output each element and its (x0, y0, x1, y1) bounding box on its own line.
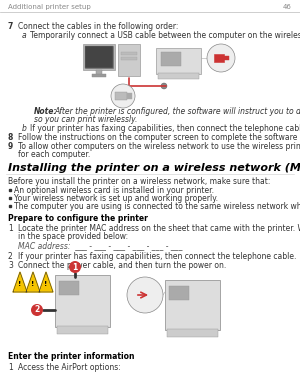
Bar (169, 286, 189, 300)
Text: Before you install the printer on a wireless network, make sure that:: Before you install the printer on a wire… (8, 177, 270, 186)
Polygon shape (39, 272, 53, 292)
Text: To allow other computers on the wireless network to use the wireless printer, fo: To allow other computers on the wireless… (18, 142, 300, 151)
Text: Prepare to configure the printer: Prepare to configure the printer (8, 214, 148, 223)
Text: b: b (22, 124, 27, 133)
Text: 1: 1 (72, 263, 78, 272)
Text: !: ! (32, 281, 34, 287)
Circle shape (127, 277, 163, 313)
Text: 2: 2 (8, 252, 13, 261)
Text: 7: 7 (8, 22, 14, 31)
Bar (55, 275, 110, 327)
Bar (121, 52, 137, 55)
Bar (161, 52, 181, 66)
Bar (92, 74, 106, 77)
Bar (118, 44, 140, 76)
Circle shape (111, 84, 135, 108)
Text: Note:: Note: (34, 107, 57, 116)
Bar (85, 46, 113, 68)
Text: Locate the printer MAC address on the sheet that came with the printer. Write th: Locate the printer MAC address on the sh… (18, 224, 300, 233)
Text: Enter the printer information: Enter the printer information (8, 352, 134, 361)
Text: 8: 8 (8, 133, 14, 142)
Text: !: ! (44, 281, 48, 287)
Text: Connect the power cable, and then turn the power on.: Connect the power cable, and then turn t… (18, 261, 226, 270)
Text: If your printer has faxing capabilities, then connect the telephone cable.: If your printer has faxing capabilities,… (18, 252, 296, 261)
Text: Installing the printer on a wireless network (Macintosh): Installing the printer on a wireless net… (8, 163, 300, 173)
Polygon shape (26, 272, 40, 292)
Polygon shape (13, 272, 27, 292)
Bar (165, 280, 220, 330)
Bar (85, 46, 113, 68)
Bar (224, 56, 229, 60)
Text: 1: 1 (8, 363, 13, 372)
Text: 2: 2 (34, 305, 40, 315)
Text: Your wireless network is set up and working properly.: Your wireless network is set up and work… (14, 194, 218, 203)
Bar (59, 281, 79, 295)
Bar (121, 57, 137, 60)
Text: MAC address:  ___ - ___ - ___ - ___ - ___ - ___: MAC address: ___ - ___ - ___ - ___ - ___… (18, 241, 182, 250)
Text: 9: 9 (8, 142, 13, 151)
Text: Temporarily connect a USB cable between the computer on the wireless network and: Temporarily connect a USB cable between … (30, 31, 300, 40)
Bar (96, 70, 102, 75)
Text: 46: 46 (283, 4, 292, 10)
Text: in the space provided below:: in the space provided below: (18, 232, 128, 241)
Text: for each computer.: for each computer. (18, 150, 90, 159)
Bar (214, 54, 224, 62)
Bar (127, 93, 132, 99)
Text: An optional wireless card is installed in your printer.: An optional wireless card is installed i… (14, 186, 214, 195)
Bar (115, 92, 127, 100)
Circle shape (31, 304, 43, 316)
Text: !: ! (18, 281, 22, 287)
Text: After the printer is configured, the software will instruct you to disconnect th: After the printer is configured, the sof… (54, 107, 300, 116)
Text: Connect the cables in the following order:: Connect the cables in the following orde… (18, 22, 178, 31)
Text: The computer you are using is connected to the same wireless network where you w: The computer you are using is connected … (14, 202, 300, 211)
Text: 1: 1 (8, 224, 13, 233)
Bar (158, 73, 199, 79)
Text: Follow the instructions on the computer screen to complete the software installa: Follow the instructions on the computer … (18, 133, 300, 142)
Circle shape (207, 44, 235, 72)
Circle shape (69, 261, 81, 273)
Bar (156, 48, 201, 74)
Text: 3: 3 (8, 261, 13, 270)
Text: a: a (22, 31, 27, 40)
Bar (57, 326, 108, 334)
Text: If your printer has faxing capabilities, then connect the telephone cable.: If your printer has faxing capabilities,… (30, 124, 300, 133)
Circle shape (161, 83, 167, 89)
Text: Additional printer setup: Additional printer setup (8, 4, 91, 10)
Text: Access the AirPort options:: Access the AirPort options: (18, 363, 121, 372)
Text: so you can print wirelessly.: so you can print wirelessly. (34, 115, 137, 124)
Bar (167, 329, 218, 337)
Bar (83, 44, 115, 70)
